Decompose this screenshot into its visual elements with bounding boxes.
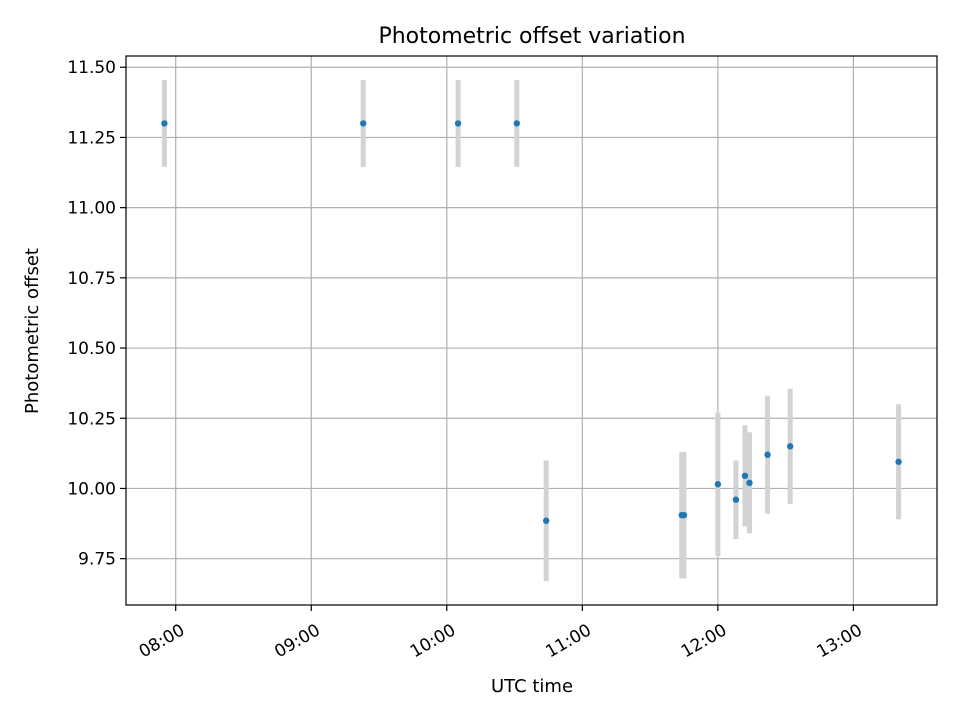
grid bbox=[126, 56, 937, 605]
data-point bbox=[895, 458, 902, 465]
x-tick-label: 08:00 bbox=[136, 620, 188, 662]
data-point bbox=[746, 479, 753, 487]
data-point bbox=[454, 120, 462, 127]
data-point bbox=[680, 511, 688, 519]
chart-title: Photometric offset variation bbox=[378, 24, 685, 49]
x-tick-label: 09:00 bbox=[271, 620, 323, 662]
x-axis-ticks: 08:00 09:00 10:00 11:00 12:00 13:00 bbox=[136, 605, 866, 662]
x-tick-label: 10:00 bbox=[407, 620, 459, 662]
y-tick-label: 10.00 bbox=[67, 479, 116, 499]
error-bars bbox=[161, 79, 902, 582]
y-tick-label: 11.25 bbox=[67, 128, 116, 148]
data-point bbox=[764, 451, 771, 458]
data-point bbox=[741, 472, 749, 480]
data-point bbox=[542, 517, 550, 524]
plot-frame bbox=[125, 55, 938, 606]
data-point bbox=[732, 496, 740, 503]
data-point bbox=[714, 481, 722, 488]
x-axis-label: UTC time bbox=[491, 676, 573, 697]
y-axis-label: Photometric offset bbox=[22, 248, 43, 414]
y-tick-label: 11.00 bbox=[67, 199, 116, 219]
y-tick-label: 9.75 bbox=[78, 550, 116, 570]
y-tick-label: 11.50 bbox=[67, 58, 116, 78]
data-points bbox=[161, 120, 902, 524]
y-axis-ticks: 9.75 10.00 10.25 10.50 10.75 11.00 11.25 11.50 bbox=[67, 58, 126, 570]
x-tick-label: 12:00 bbox=[678, 620, 730, 662]
x-tick-label: 13:00 bbox=[813, 620, 865, 662]
data-point bbox=[786, 443, 794, 450]
y-tick-label: 10.25 bbox=[67, 409, 116, 429]
data-point bbox=[161, 120, 168, 127]
x-tick-label: 11:00 bbox=[542, 620, 594, 662]
y-tick-label: 10.75 bbox=[67, 269, 116, 289]
y-tick-label: 10.50 bbox=[67, 339, 116, 359]
data-point bbox=[513, 120, 521, 127]
data-point bbox=[360, 120, 367, 127]
